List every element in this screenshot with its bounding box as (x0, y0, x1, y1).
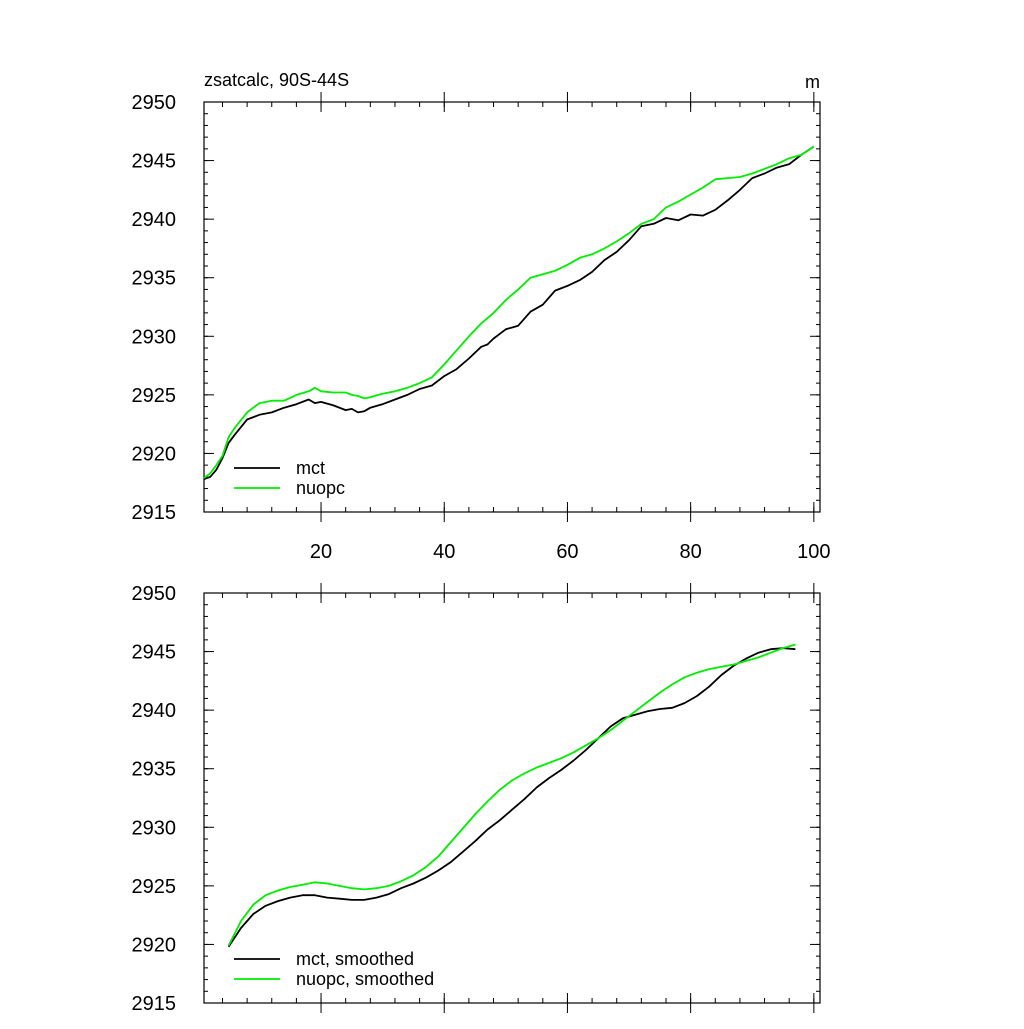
x-tick-label: 80 (680, 541, 702, 563)
y-tick-label: 2935 (132, 268, 177, 290)
series-line-mct (203, 145, 815, 481)
plot-frame (203, 592, 821, 1004)
y-tick-label: 2930 (132, 817, 177, 839)
y-tick-label: 2920 (132, 443, 177, 465)
y-tick-label: 2925 (132, 385, 177, 407)
units-label: m (805, 72, 820, 92)
legend-label-nuopc: nuopc (296, 478, 345, 498)
y-tick-label: 2950 (132, 92, 177, 114)
y-tick-label: 2925 (132, 876, 177, 898)
legend: mct, smoothed nuopc, smoothed (234, 949, 434, 989)
series-line-mct-smoothed (227, 647, 796, 948)
legend-label-mct: mct (296, 458, 325, 478)
y-tick-label: 2915 (132, 993, 177, 1015)
y-tick-label: 2935 (132, 759, 177, 781)
legend: mct nuopc (234, 458, 345, 498)
bottom-panel: mct, smoothed nuopc, smoothed 2915 2920 29… (132, 583, 821, 1015)
y-tick-label: 2950 (132, 583, 177, 605)
y-tick-label: 2945 (132, 151, 177, 173)
x-tick-label: 40 (433, 541, 455, 563)
y-tick-label: 2915 (132, 502, 177, 524)
series-line-nuopc-smoothed (227, 643, 796, 947)
y-tick-label: 2920 (132, 934, 177, 956)
y-tick-label: 2945 (132, 642, 177, 664)
x-tick-label: 60 (556, 541, 578, 563)
y-tick-label: 2940 (132, 700, 177, 722)
series-line-nuopc (203, 145, 815, 479)
legend-label-nuopc-smoothed: nuopc, smoothed (296, 969, 434, 989)
y-tick-label: 2930 (132, 326, 177, 348)
chart-title: zsatcalc, 90S-44S (204, 70, 349, 90)
legend-label-mct-smoothed: mct, smoothed (296, 949, 414, 969)
y-tick-label: 2940 (132, 209, 177, 231)
x-tick-label: 100 (797, 541, 830, 563)
top-panel: zsatcalc, 90S-44S m mct nuopc 2915 2920 29… (132, 70, 831, 563)
plot-frame (203, 101, 821, 513)
x-tick-label: 20 (310, 541, 332, 563)
